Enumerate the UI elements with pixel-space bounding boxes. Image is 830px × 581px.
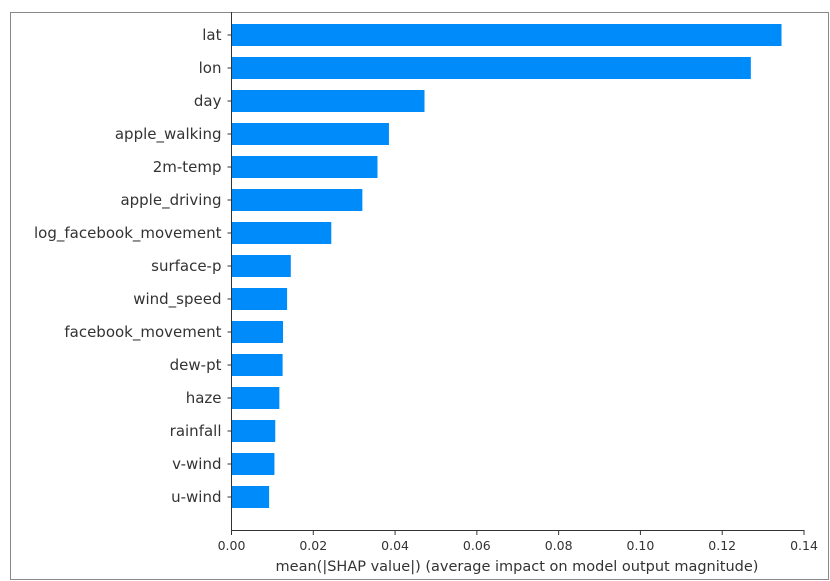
x-tick-label: 0.12: [708, 538, 736, 553]
feature-label: rainfall: [170, 422, 222, 440]
bar-haze: [231, 387, 280, 409]
bar-wind_speed: [231, 288, 288, 310]
x-tick-label: 0.10: [627, 538, 655, 553]
bar-u-wind: [231, 486, 270, 508]
feature-label: day: [194, 92, 222, 110]
bar-log_facebook_movement: [231, 222, 332, 244]
feature-label: surface-p: [151, 257, 221, 275]
x-ticks-layer: 0.00 0.02 0.04 0.06 0.08 0.10 0.12 0.14: [218, 530, 818, 553]
feature-label: apple_driving: [120, 191, 221, 210]
bar-surface-p: [231, 255, 291, 277]
x-tick-label: 0.04: [381, 538, 409, 553]
x-tick-label: 0.08: [545, 538, 573, 553]
feature-label: facebook_movement: [64, 323, 221, 342]
figure-frame: [10, 12, 829, 580]
bar-lat: [231, 24, 782, 46]
bar-v-wind: [231, 453, 275, 475]
feature-labels-layer: lat lon day apple_walking 2m-temp apple_drivi…: [34, 26, 232, 506]
feature-label: lat: [202, 26, 221, 44]
feature-label: dew-pt: [170, 356, 222, 374]
bar-2m-temp: [231, 156, 378, 178]
feature-label: lon: [199, 59, 222, 77]
feature-label: v-wind: [172, 455, 221, 473]
feature-label: log_facebook_movement: [34, 224, 222, 243]
bar-dew-pt: [231, 354, 283, 376]
bar-day: [231, 90, 425, 112]
bars-layer: [231, 24, 782, 508]
feature-label: wind_speed: [133, 290, 221, 309]
bar-apple_walking: [231, 123, 389, 145]
bar-lon: [231, 57, 751, 79]
x-tick-label: 0.02: [299, 538, 327, 553]
x-axis-title: mean(|SHAP value|) (average impact on mo…: [276, 559, 759, 575]
feature-label: 2m-temp: [153, 158, 222, 176]
bar-rainfall: [231, 420, 276, 442]
bar-apple_driving: [231, 189, 363, 211]
x-tick-label: 0.06: [463, 538, 491, 553]
feature-label: haze: [186, 389, 222, 407]
feature-label: apple_walking: [115, 125, 222, 144]
bar-facebook_movement: [231, 321, 284, 343]
x-tick-label: 0.14: [790, 538, 818, 553]
x-tick-label: 0.00: [218, 538, 246, 553]
feature-label: u-wind: [171, 488, 221, 506]
